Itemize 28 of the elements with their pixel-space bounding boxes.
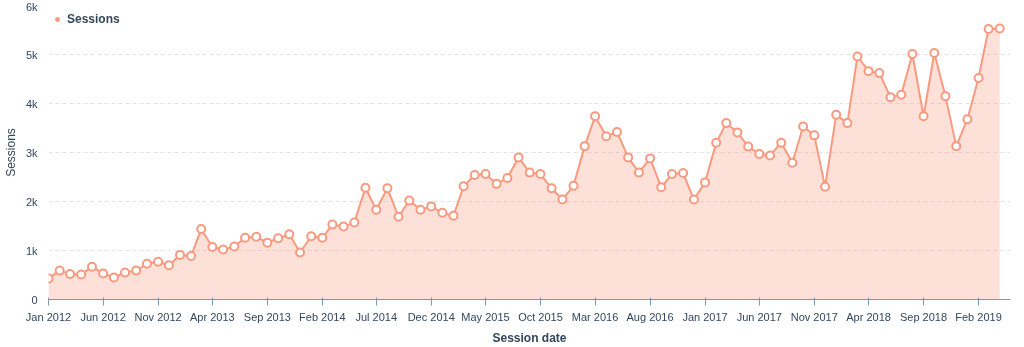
y-axis-title: Sessions bbox=[3, 128, 18, 177]
y-tick-label: 0 bbox=[31, 293, 38, 306]
y-tick-label: 5k bbox=[25, 48, 38, 61]
x-tick-label: Apr 2018 bbox=[846, 310, 891, 323]
y-tick-label: 4k bbox=[25, 97, 38, 110]
x-tick-label: May 2015 bbox=[461, 310, 510, 323]
legend-label: Sessions bbox=[67, 12, 120, 26]
x-tick-label: Feb 2014 bbox=[299, 310, 346, 323]
x-tick-label: Jul 2014 bbox=[355, 310, 398, 323]
x-tick-label: Jun 2012 bbox=[80, 310, 126, 323]
x-tick-label: Jan 2012 bbox=[25, 310, 72, 323]
x-tick-label: Oct 2015 bbox=[518, 310, 563, 323]
y-tick-label: 2k bbox=[25, 195, 38, 208]
x-tick-label: Jun 2017 bbox=[736, 310, 782, 323]
x-tick-label: Aug 2016 bbox=[626, 310, 674, 323]
x-axis-title: Session date bbox=[492, 330, 567, 345]
x-tick-label: Dec 2014 bbox=[407, 310, 455, 323]
x-tick-label: Sep 2018 bbox=[899, 310, 948, 323]
x-tick-label: Apr 2013 bbox=[190, 310, 235, 323]
x-tick-label: Nov 2012 bbox=[134, 310, 182, 323]
x-tick-label: Feb 2019 bbox=[955, 310, 1002, 323]
x-tick-label: Sep 2013 bbox=[243, 310, 291, 323]
y-tick-label: 3k bbox=[25, 146, 38, 159]
x-tick-label: Jan 2017 bbox=[682, 310, 728, 323]
y-tick-label: 6k bbox=[25, 0, 38, 13]
x-tick-label: Nov 2017 bbox=[790, 310, 838, 323]
x-tick-label: Mar 2016 bbox=[571, 310, 619, 323]
y-tick-label: 1k bbox=[25, 244, 38, 257]
